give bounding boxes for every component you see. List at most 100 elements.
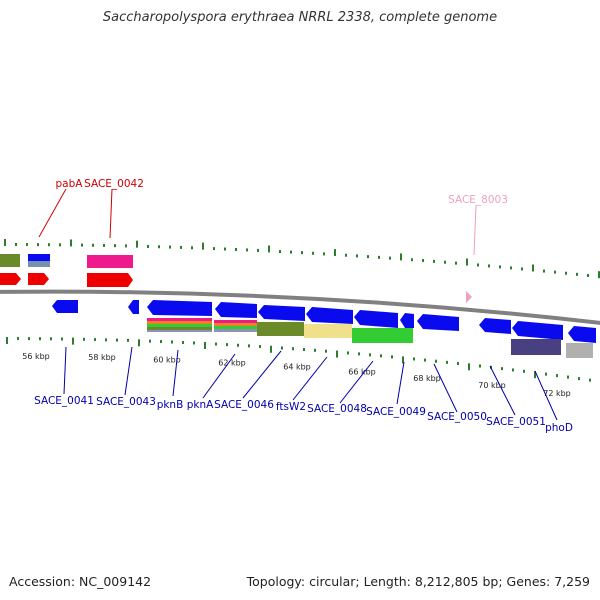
outer-scale-tick [554, 270, 556, 274]
outer-scale-tick [92, 243, 94, 247]
feature-forward-olive[interactable] [0, 254, 20, 267]
feature-SACE-0041[interactable] [52, 300, 78, 313]
feature-SACE-0049[interactable] [400, 313, 414, 328]
gene-label-SACE-0041[interactable]: SACE_0041 [34, 395, 94, 407]
kbp-label: 66 kbp [348, 368, 376, 377]
feature-SACE-0046[interactable] [258, 305, 305, 321]
outer-scale-tick [466, 258, 468, 266]
feature-pabA-magenta[interactable] [87, 255, 133, 268]
outer-scale-tick [180, 245, 182, 249]
feature-forward-red-2[interactable] [28, 273, 49, 285]
kbp-label: 58 kbp [88, 353, 116, 362]
outer-scale-tick [26, 243, 28, 247]
kbp-label: 60 kbp [153, 355, 181, 364]
inner-scale-tick [589, 378, 591, 382]
inner-scale-tick [501, 367, 503, 371]
feature-SACE-0042-red[interactable] [87, 273, 133, 287]
bar-gray [566, 343, 593, 358]
forward-features [0, 254, 133, 287]
inner-scale-tick [215, 342, 217, 346]
gene-label-SACE-8003[interactable]: SACE_8003 [448, 194, 508, 206]
inner-scale-tick [369, 353, 371, 357]
gene-label-SACE-0042[interactable]: SACE_0042 [84, 178, 144, 190]
outer-scale-tick [202, 242, 204, 250]
inner-scale-tick [83, 337, 85, 341]
inner-scale-tick [556, 374, 558, 378]
inner-scale-tick [413, 357, 415, 361]
inner-scale-tick [336, 350, 338, 358]
outer-scale-tick [422, 259, 424, 263]
inner-scale-tick [402, 356, 404, 364]
outer-scale-tick [169, 245, 171, 249]
kbp-label: 56 kbp [22, 352, 50, 361]
inner-scale-tick [39, 337, 41, 341]
feature-forward-red-1[interactable] [0, 273, 21, 285]
outer-scale-tick [510, 266, 512, 270]
feature-SACE-0051-b[interactable] [512, 321, 563, 340]
feature-SACE-8003-marker[interactable] [466, 291, 472, 303]
gene-label-SACE-0051[interactable]: SACE_0051 [486, 416, 546, 428]
gene-label-SACE-0043[interactable]: SACE_0043 [96, 396, 156, 408]
outer-scale-tick [136, 240, 138, 248]
outer-scale-tick [224, 247, 226, 251]
gene-label-SACE-0050[interactable]: SACE_0050 [427, 411, 487, 423]
feature-SACE-0048[interactable] [354, 310, 398, 328]
outer-scale-tick [158, 245, 160, 249]
kbp-label: 62 kbp [218, 358, 246, 367]
gene-label-SACE-0046[interactable]: SACE_0046 [214, 399, 274, 411]
feature-pknA[interactable] [215, 302, 257, 318]
feature-forward-blue[interactable] [28, 254, 50, 261]
outer-scale-tick [378, 255, 380, 259]
inner-scale-tick [248, 344, 250, 348]
inner-scale-tick [28, 337, 30, 341]
outer-scale-tick [257, 248, 259, 252]
kbp-label: 70 kbp [478, 381, 506, 390]
inner-scale-tick [193, 341, 195, 345]
outer-scale-tick [488, 264, 490, 268]
inner-scale-tick [358, 352, 360, 356]
gene-labels: pabA SACE_0042 SACE_8003 SACE_0041 SACE_… [34, 178, 573, 434]
gene-label-pknA[interactable]: pknA [187, 399, 214, 411]
bar-khaki [304, 324, 352, 338]
inner-scale-tick [545, 372, 547, 376]
outer-scale-tick [565, 271, 567, 275]
inner-scale-tick [160, 340, 162, 344]
accession-text: Accession: NC_009142 [9, 574, 152, 589]
feature-forward-slate[interactable] [28, 261, 50, 267]
outer-scale-tick [4, 239, 6, 247]
inner-scale-tick [226, 343, 228, 347]
inner-scale-tick [182, 340, 184, 344]
feature-ftsW2[interactable] [306, 307, 353, 324]
feature-phoD[interactable] [568, 326, 596, 343]
inner-scale-tick [534, 371, 536, 379]
inner-scale-tick [72, 337, 74, 345]
inner-scale-tick [424, 358, 426, 362]
inner-scale-dots [6, 337, 591, 382]
genome-backbone [0, 289, 600, 325]
gene-label-SACE-0048[interactable]: SACE_0048 [307, 403, 367, 415]
outer-scale-tick [279, 250, 281, 254]
inner-scale-tick [479, 364, 481, 368]
topology-summary-text: Topology: circular; Length: 8,212,805 bp… [246, 574, 590, 589]
kbp-label: 64 kbp [283, 363, 311, 372]
feature-SACE-0050[interactable] [417, 314, 459, 331]
kbp-label: 68 kbp [413, 374, 441, 383]
gene-label-ftsW2[interactable]: ftsW2 [276, 401, 306, 413]
inner-scale-tick [237, 343, 239, 347]
gene-label-pabA[interactable]: pabA [56, 178, 84, 190]
outer-scale-tick [598, 271, 600, 279]
gene-label-phoD[interactable]: phoD [545, 422, 573, 434]
inner-scale-tick [149, 339, 151, 343]
inner-scale-tick [270, 345, 272, 353]
feature-SACE-0051-a[interactable] [479, 318, 511, 334]
kbp-label: 72 kbp [543, 389, 571, 398]
outer-scale-tick [521, 267, 523, 271]
feature-pknB[interactable] [147, 300, 212, 316]
inner-scale-tick [61, 337, 63, 341]
gene-label-pknB[interactable]: pknB [157, 399, 184, 411]
outer-scale-tick [532, 264, 534, 272]
feature-SACE-0043[interactable] [128, 300, 139, 314]
gene-label-SACE-0049[interactable]: SACE_0049 [366, 406, 426, 418]
outer-scale-tick [301, 251, 303, 255]
inner-scale-tick [171, 340, 173, 344]
